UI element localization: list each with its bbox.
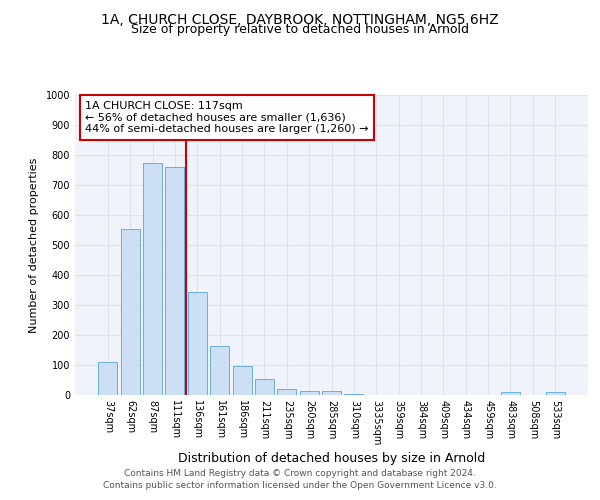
Bar	[166, 167, 184, 395]
Y-axis label: Number of detached properties: Number of detached properties	[29, 158, 38, 332]
Bar	[501, 392, 520, 395]
Bar	[344, 394, 364, 395]
X-axis label: Distribution of detached houses by size in Arnold: Distribution of detached houses by size …	[178, 452, 485, 465]
Bar	[299, 390, 319, 395]
Bar	[545, 392, 565, 395]
Bar	[322, 391, 341, 395]
Bar	[255, 378, 274, 395]
Bar	[277, 389, 296, 395]
Text: Size of property relative to detached houses in Arnold: Size of property relative to detached ho…	[131, 22, 469, 36]
Text: Contains HM Land Registry data © Crown copyright and database right 2024.: Contains HM Land Registry data © Crown c…	[124, 468, 476, 477]
Text: 1A, CHURCH CLOSE, DAYBROOK, NOTTINGHAM, NG5 6HZ: 1A, CHURCH CLOSE, DAYBROOK, NOTTINGHAM, …	[101, 12, 499, 26]
Bar	[98, 362, 118, 395]
Bar	[143, 162, 162, 395]
Text: 1A CHURCH CLOSE: 117sqm
← 56% of detached houses are smaller (1,636)
44% of semi: 1A CHURCH CLOSE: 117sqm ← 56% of detache…	[85, 101, 369, 134]
Bar	[233, 366, 251, 395]
Bar	[188, 292, 207, 395]
Bar	[210, 346, 229, 395]
Text: Contains public sector information licensed under the Open Government Licence v3: Contains public sector information licen…	[103, 481, 497, 490]
Bar	[121, 228, 140, 395]
